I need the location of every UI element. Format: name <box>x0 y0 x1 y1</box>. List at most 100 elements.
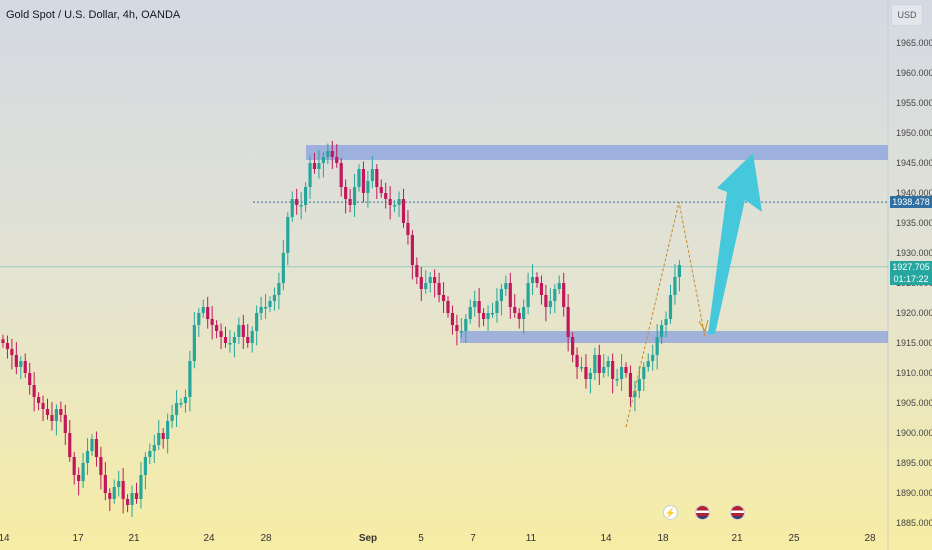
candle[interactable] <box>215 325 219 331</box>
candle[interactable] <box>513 307 517 313</box>
candle[interactable] <box>450 313 455 325</box>
candle[interactable] <box>281 253 285 283</box>
candle[interactable] <box>530 277 535 283</box>
candle[interactable] <box>72 457 76 475</box>
candle[interactable] <box>286 217 290 253</box>
candle[interactable] <box>375 169 379 187</box>
candle[interactable] <box>433 277 437 283</box>
candle[interactable] <box>553 289 557 301</box>
candle[interactable] <box>571 337 575 355</box>
candle[interactable] <box>19 361 23 367</box>
candle[interactable] <box>28 373 32 385</box>
candle[interactable] <box>379 187 383 193</box>
candle[interactable] <box>655 337 659 355</box>
candle[interactable] <box>14 355 18 367</box>
candle[interactable] <box>166 421 170 439</box>
candle[interactable] <box>557 283 561 289</box>
candle[interactable] <box>397 199 401 205</box>
candle[interactable] <box>54 409 58 421</box>
candle[interactable] <box>90 439 94 451</box>
candle[interactable] <box>490 313 495 315</box>
candle[interactable] <box>482 313 486 319</box>
candle[interactable] <box>330 151 334 157</box>
candle[interactable] <box>152 445 156 451</box>
candle[interactable] <box>664 319 668 325</box>
candle[interactable] <box>277 283 281 295</box>
candle[interactable] <box>37 397 41 403</box>
candle[interactable] <box>201 307 205 313</box>
us-flag-icon[interactable] <box>695 505 710 520</box>
candle[interactable] <box>459 331 463 333</box>
candle[interactable] <box>317 163 321 169</box>
candle[interactable] <box>59 409 63 415</box>
candle[interactable] <box>255 313 259 331</box>
currency-selector[interactable]: USD <box>891 4 923 26</box>
candle[interactable] <box>94 439 99 457</box>
candle[interactable] <box>393 205 397 207</box>
candle[interactable] <box>668 295 673 319</box>
candle[interactable] <box>401 199 406 223</box>
candle[interactable] <box>77 475 81 481</box>
candle[interactable] <box>642 367 646 379</box>
projection-path[interactable] <box>625 201 706 428</box>
candle[interactable] <box>428 277 432 283</box>
candle[interactable] <box>206 307 210 319</box>
candle[interactable] <box>419 277 423 289</box>
candle[interactable] <box>624 367 628 373</box>
candle[interactable] <box>161 433 165 439</box>
candle[interactable] <box>584 367 588 379</box>
candle[interactable] <box>539 283 544 295</box>
candle[interactable] <box>41 403 45 409</box>
candle[interactable] <box>232 337 236 343</box>
candle[interactable] <box>486 313 490 319</box>
candle[interactable] <box>446 301 450 313</box>
candle[interactable] <box>228 343 232 345</box>
candle[interactable] <box>108 493 112 499</box>
candle[interactable] <box>188 361 192 397</box>
candle[interactable] <box>593 355 597 373</box>
candle[interactable] <box>335 157 339 163</box>
candle[interactable] <box>299 205 303 207</box>
candle[interactable] <box>410 235 414 265</box>
candle[interactable] <box>415 265 419 277</box>
candle[interactable] <box>424 283 428 289</box>
candle[interactable] <box>517 313 521 319</box>
candle[interactable] <box>223 337 228 343</box>
candle[interactable] <box>321 157 325 163</box>
candle[interactable] <box>250 331 254 343</box>
candle[interactable] <box>588 373 592 379</box>
candle[interactable] <box>174 403 179 415</box>
candle[interactable] <box>441 295 446 301</box>
candle[interactable] <box>157 433 161 445</box>
candle[interactable] <box>575 355 579 367</box>
us-flag-icon[interactable] <box>730 505 745 520</box>
candle[interactable] <box>290 199 294 217</box>
bullish-arrow[interactable] <box>708 153 762 334</box>
candle[interactable] <box>579 367 584 369</box>
candle[interactable] <box>5 343 10 349</box>
candle[interactable] <box>312 163 317 169</box>
candle[interactable] <box>241 325 245 337</box>
candle[interactable] <box>121 481 125 499</box>
candle[interactable] <box>628 373 633 397</box>
candle[interactable] <box>112 487 116 499</box>
candle[interactable] <box>295 199 299 205</box>
candle[interactable] <box>384 193 388 199</box>
candle[interactable] <box>246 337 250 343</box>
candle[interactable] <box>143 457 147 475</box>
candle[interactable] <box>23 361 27 373</box>
candle[interactable] <box>304 187 308 205</box>
candle[interactable] <box>344 187 348 199</box>
candle[interactable] <box>197 313 201 325</box>
symbol-title[interactable]: Gold Spot / U.S. Dollar, 4h, OANDA <box>6 9 181 21</box>
candle[interactable] <box>45 409 50 415</box>
candle[interactable] <box>219 331 223 337</box>
candle[interactable] <box>148 451 152 457</box>
candle[interactable] <box>192 325 196 361</box>
candle[interactable] <box>473 301 477 307</box>
candle[interactable] <box>651 355 655 361</box>
candle[interactable] <box>673 277 677 295</box>
candle[interactable] <box>99 457 103 475</box>
resistance-zone[interactable] <box>306 145 888 160</box>
